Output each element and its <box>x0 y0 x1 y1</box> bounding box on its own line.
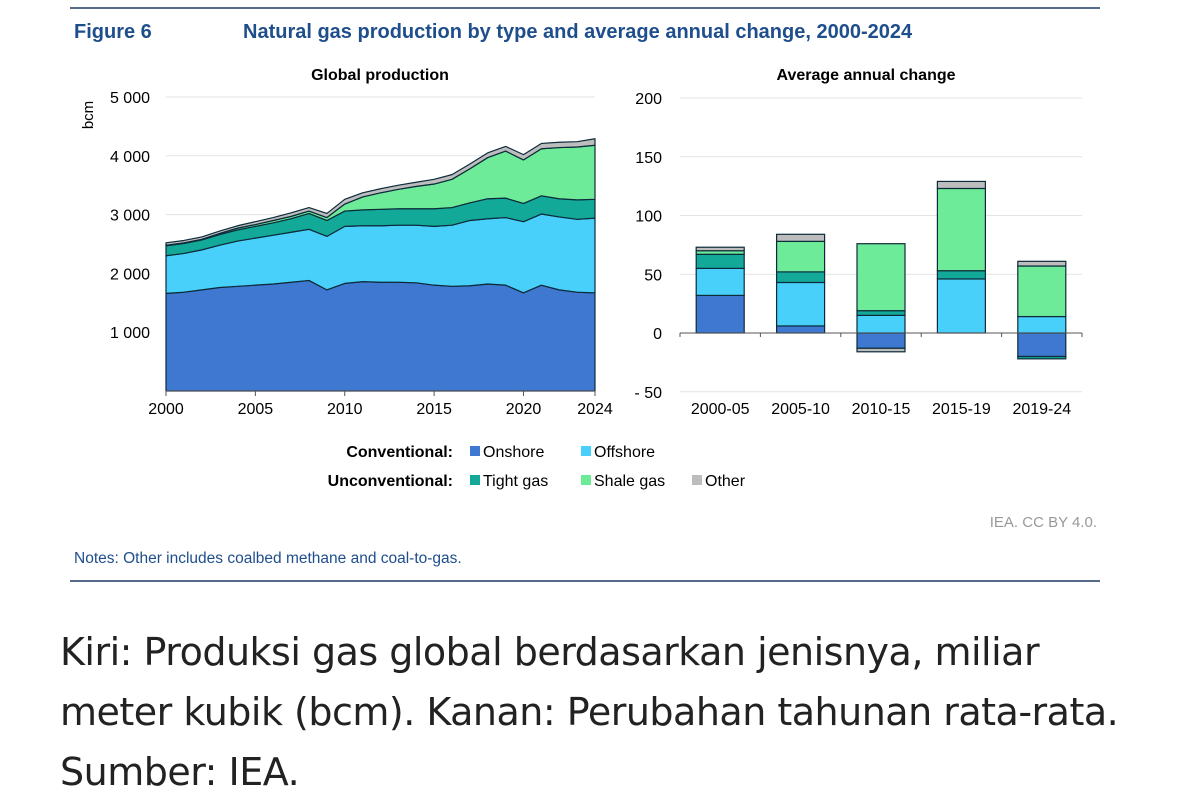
x-tick-label: 2020 <box>506 401 542 418</box>
bar-onshore-2010-15 <box>856 332 906 349</box>
x-tick-label: 2010-15 <box>852 401 911 418</box>
legend-label: Tight gas <box>483 473 548 490</box>
y-tick-label: 4 000 <box>110 149 150 166</box>
bar-offshore-2019-24 <box>1017 315 1067 334</box>
legend-swatch-offshore <box>581 446 591 456</box>
y-tick-label: 0 <box>653 326 662 343</box>
bar-tight-gas-2015-19 <box>936 270 987 280</box>
y-tick-label: 5 000 <box>110 90 150 107</box>
legend-group-conventional: Conventional: <box>346 444 453 461</box>
bar-other-2015-19 <box>936 180 987 190</box>
left-chart-title: Global production <box>311 67 449 84</box>
legend-label: Other <box>705 473 746 490</box>
x-tick-label: 2000 <box>148 401 184 418</box>
y-tick-label: 3 000 <box>110 208 150 225</box>
y-tick-label: 150 <box>635 150 662 167</box>
x-tick-label: 2005-10 <box>771 401 830 418</box>
bar-onshore-2019-24 <box>1017 332 1067 358</box>
bar-offshore-2000-05 <box>695 267 745 296</box>
y-tick-label: 200 <box>635 91 662 108</box>
bar-onshore-2000-05 <box>695 294 745 334</box>
x-tick-label: 2010 <box>327 401 363 418</box>
right-chart-title: Average annual change <box>776 67 955 84</box>
bar-tight-gas-2000-05 <box>695 253 745 269</box>
bar-offshore-2015-19 <box>936 278 987 334</box>
y-tick-label: - 50 <box>634 385 662 402</box>
legend-group-unconventional: Unconventional: <box>328 473 453 490</box>
legend-swatch-shale-gas <box>581 475 591 485</box>
legend-swatch-tight-gas <box>470 475 480 485</box>
x-tick-label: 2015-19 <box>932 401 991 418</box>
bar-tight-gas-2010-15 <box>856 310 906 316</box>
x-tick-label: 2015 <box>416 401 452 418</box>
x-tick-label: 2024 <box>577 401 613 418</box>
x-tick-label: 2005 <box>238 401 274 418</box>
legend-label: Onshore <box>483 444 544 461</box>
bar-tight-gas-2019-24 <box>1017 355 1067 360</box>
legend-label: Shale gas <box>594 473 665 490</box>
bar-tight-gas-2005-10 <box>775 271 826 284</box>
bar-other-2005-10 <box>775 233 826 242</box>
notes: Notes: Other includes coalbed methane an… <box>74 550 462 567</box>
bar-shale-gas-2019-24 <box>1017 265 1067 318</box>
y-tick-label: 1 000 <box>110 325 150 342</box>
legend-swatch-onshore <box>470 446 480 456</box>
x-tick-label: 2000-05 <box>691 401 750 418</box>
y-tick-label: 2 000 <box>110 266 150 283</box>
bar-onshore-2005-10 <box>775 325 826 334</box>
legend-label: Offshore <box>594 444 655 461</box>
figure-title: Natural gas production by type and avera… <box>243 21 913 43</box>
bar-other-2019-24 <box>1017 260 1067 267</box>
x-tick-label: 2019-24 <box>1012 401 1071 418</box>
credit: IEA. CC BY 4.0. <box>990 514 1097 531</box>
y-tick-label: 100 <box>635 209 662 226</box>
bar-offshore-2005-10 <box>775 281 826 327</box>
area-other <box>165 138 596 246</box>
bar-other-2010-15 <box>856 347 906 353</box>
caption: Kiri: Produksi gas global berdasarkan je… <box>60 630 1119 794</box>
area-onshore <box>165 279 596 392</box>
figure: Figure 6 Natural gas production by type … <box>70 7 1100 582</box>
bar-shale-gas-2010-15 <box>856 243 906 312</box>
legend-swatch-other <box>692 475 702 485</box>
y-axis-label: bcm <box>80 101 97 129</box>
bar-other-2000-05 <box>695 246 745 252</box>
y-tick-label: 50 <box>644 267 662 284</box>
bar-shale-gas-2015-19 <box>936 187 987 272</box>
bar-shale-gas-2005-10 <box>775 240 826 273</box>
figure-label: Figure 6 <box>74 21 152 43</box>
bar-offshore-2010-15 <box>856 314 906 334</box>
